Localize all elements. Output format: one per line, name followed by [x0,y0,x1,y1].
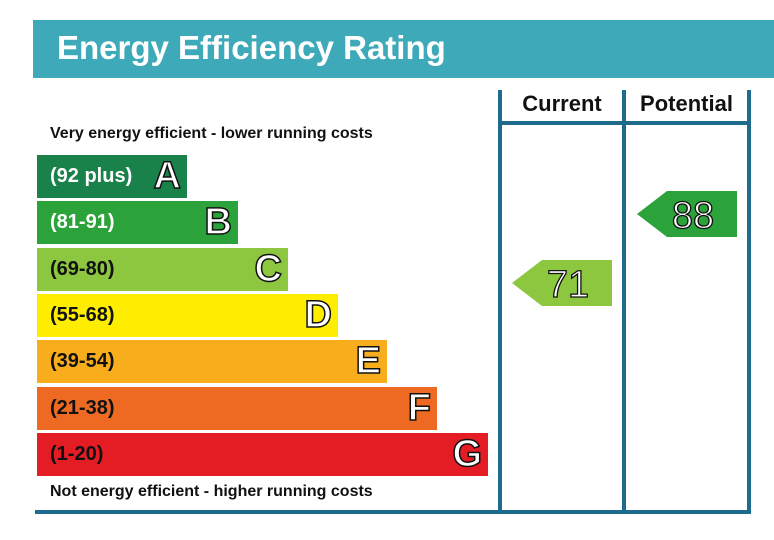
band-e-letter: E [355,339,382,383]
title-bar: Energy Efficiency Rating [33,20,774,78]
band-d-range: (55-68) [50,304,115,326]
band-e: (39-54) E [37,339,387,383]
band-c: (69-80) C [37,247,288,291]
frame-divider-right [747,90,751,514]
band-c-letter: C [254,247,283,291]
potential-rating-arrow: 88 [637,191,737,238]
current-column-header: Current [522,91,602,116]
potential-arrow-shape [637,191,737,237]
band-b-letter: B [204,200,233,244]
frame-header-underline [498,121,751,125]
potential-column-header: Potential [640,91,733,116]
band-a: (92 plus) A [37,154,187,198]
current-arrow-shape [512,260,612,306]
band-f-letter: F [407,386,432,430]
band-b: (81-91) B [37,200,238,244]
band-d: (55-68) D [37,293,338,337]
band-c-range: (69-80) [50,258,115,280]
band-d-letter: D [304,293,333,337]
current-rating-value: 71 [547,264,589,306]
band-g-range: (1-20) [50,443,104,465]
frame-divider-left [498,90,502,514]
band-e-range: (39-54) [50,350,115,372]
band-a-letter: A [153,154,182,198]
current-rating-arrow: 71 [512,260,612,307]
frame-divider-middle [622,90,626,514]
band-a-range: (92 plus) [50,165,133,187]
frame-bottom-line [35,510,751,514]
potential-rating-value: 88 [672,195,714,237]
bottom-note: Not energy efficient - higher running co… [50,483,373,500]
band-f: (21-38) F [37,386,437,430]
band-g: (1-20) G [37,432,488,476]
top-note: Very energy efficient - lower running co… [50,125,373,142]
band-f-range: (21-38) [50,397,115,419]
band-b-range: (81-91) [50,211,115,233]
band-g-letter: G [452,432,483,476]
chart-title: Energy Efficiency Rating [57,29,446,66]
